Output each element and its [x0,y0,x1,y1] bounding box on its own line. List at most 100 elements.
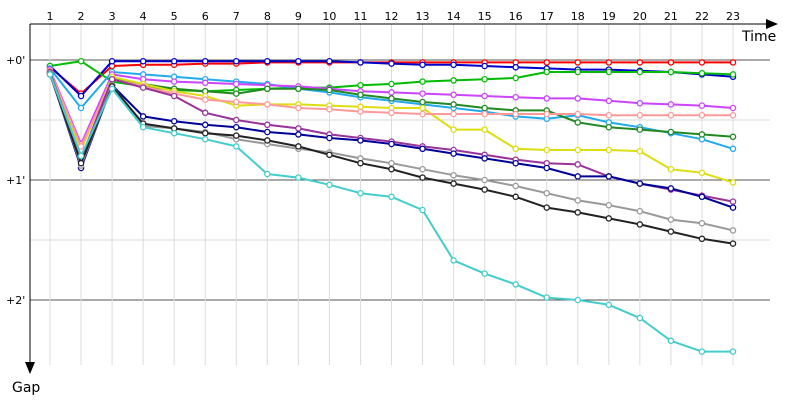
series-point [77,152,85,160]
series-point [326,134,333,142]
x-tick-label: 3 [109,10,116,23]
series-point [481,126,488,133]
y-tick-label: +0' [6,54,25,67]
series-point [636,147,644,155]
series-point [450,91,457,99]
tick-layer: 1 2 3 4 5 6 7 8 9 10 11 12 13 14 15 16 17 18 19 20 21 22 23+0'… [6,10,740,307]
series-point [295,57,302,65]
series-point [667,337,675,345]
series-point [139,113,147,120]
series-point [450,180,457,187]
series-point [574,173,582,180]
series-point [512,281,519,288]
series-point [388,159,395,167]
x-tick-label: 2 [78,10,85,23]
x-axis-title: Time [741,29,776,45]
series-point [264,137,271,144]
series-point [77,159,85,167]
y-axis-title: Gap [12,380,40,396]
series-point [170,92,178,100]
x-tick-label: 17 [540,10,554,23]
series-point [450,77,457,84]
series-point [481,270,488,277]
series-point [419,61,426,69]
series-point [201,57,209,65]
series-point [636,180,644,187]
series-point [512,63,519,71]
series-point [77,57,85,65]
series-point [264,121,271,129]
x-tick-label: 16 [509,10,523,23]
series-point [605,97,613,105]
series-point [295,143,302,150]
series-point [543,294,550,301]
x-tick-label: 12 [385,10,399,23]
series-point [698,193,706,201]
series-point [729,145,737,153]
series-point [636,111,644,119]
x-tick-label: 8 [264,10,271,23]
x-tick-label: 21 [664,10,678,23]
series-point [77,143,85,150]
series-point [388,89,395,96]
series-point [512,193,519,201]
series-point [729,198,737,205]
series-point [729,59,737,66]
series-point [170,117,178,125]
series-point [512,145,519,153]
series-point [667,165,675,173]
series-point [201,79,209,87]
series-point [667,185,675,192]
series-point [512,182,519,190]
x-axis-arrow [766,19,778,29]
series-point [264,85,271,93]
series-point [481,75,488,83]
series-point [450,61,457,69]
series-point [698,59,706,66]
series-point [357,137,364,144]
x-tick-label: 7 [233,10,240,23]
series-point [605,146,613,154]
series-point [481,155,488,162]
series-point [574,197,582,204]
series-point [698,235,706,243]
x-tick-label: 19 [602,10,616,23]
series-point [233,80,240,88]
series-point [388,95,395,102]
series-point [388,109,395,117]
x-tick-label: 13 [416,10,430,23]
series-point [233,90,240,97]
x-tick-label: 14 [447,10,461,23]
series-point [605,173,613,180]
x-tick-label: 23 [726,10,740,23]
series-layer [46,57,737,355]
series-point [233,132,240,139]
series-point [667,128,675,136]
series-point [481,110,488,118]
series-point [295,125,302,132]
series-point [450,126,457,133]
series-point [388,193,395,201]
series-point [543,68,550,76]
series-point [450,150,457,157]
x-tick-label: 6 [202,10,209,23]
series-point [233,143,240,150]
series-point [139,123,147,131]
series-point [450,101,457,108]
series-point [698,348,706,355]
series-point [264,128,271,136]
series-point [667,59,675,66]
series-point [543,189,550,197]
x-tick-label: 22 [695,10,709,23]
series-point [419,90,426,97]
x-tick-label: 18 [571,10,585,23]
series-point [357,159,364,167]
x-tick-label: 10 [322,10,336,23]
series-point [388,80,395,88]
series-point [574,146,582,154]
series-point [357,189,364,197]
x-tick-label: 11 [353,10,367,23]
series-point [729,133,737,141]
series-point [450,110,457,118]
series-point [450,257,457,264]
